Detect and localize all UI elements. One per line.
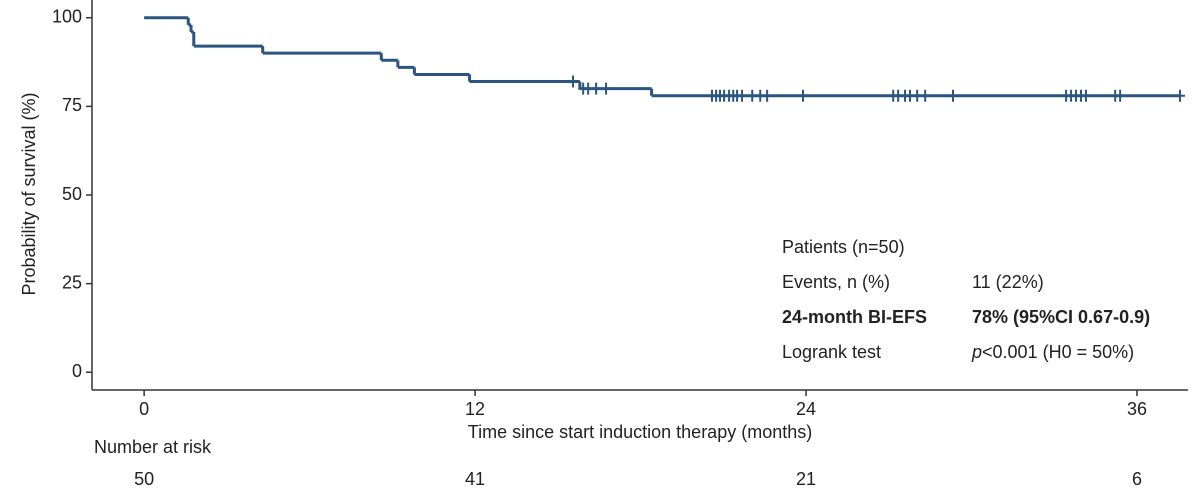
annotation-value-text: 78% (95%CI 0.67-0.9) — [972, 307, 1150, 327]
censor-mark — [737, 89, 748, 102]
censor-mark — [762, 89, 773, 102]
risk-count: 41 — [465, 469, 485, 489]
risk-table-title: Number at risk — [94, 437, 212, 457]
censor-mark — [920, 89, 931, 102]
censor-mark — [567, 75, 578, 88]
x-tick-label: 12 — [465, 399, 485, 419]
x-tick-label: 24 — [796, 399, 816, 419]
risk-count: 6 — [1132, 469, 1142, 489]
risk-count: 50 — [134, 469, 154, 489]
x-tick-label: 36 — [1127, 399, 1147, 419]
censor-mark — [1080, 89, 1091, 102]
annotation-value: p<0.001 (H0 = 50%) — [971, 342, 1134, 362]
censor-mark — [948, 89, 959, 102]
x-axis-title: Time since start induction therapy (mont… — [468, 422, 812, 442]
annotation-italic: p — [971, 342, 982, 362]
y-tick-label: 75 — [62, 95, 82, 115]
censor-mark — [601, 82, 612, 95]
y-tick-label: 0 — [72, 361, 82, 381]
censor-mark — [1115, 89, 1126, 102]
annotation-value-text: <0.001 (H0 = 50%) — [982, 342, 1134, 362]
risk-count: 21 — [796, 469, 816, 489]
censor-mark — [591, 82, 602, 95]
annotation-value: 78% (95%CI 0.67-0.9) — [972, 307, 1150, 327]
annotation-value: 11 (22%) — [972, 272, 1044, 292]
y-tick-label: 25 — [62, 272, 82, 292]
annotation-label: 24-month BI-EFS — [782, 307, 927, 327]
annotation-label: Events, n (%) — [782, 272, 890, 292]
y-axis-title: Probability of survival (%) — [19, 92, 39, 295]
censor-mark — [1175, 89, 1185, 102]
x-tick-label: 0 — [139, 399, 149, 419]
y-tick-label: 50 — [62, 184, 82, 204]
annotation-label: Logrank test — [782, 342, 881, 362]
annotation-value-text: 11 (22%) — [972, 272, 1044, 292]
censor-mark — [797, 89, 808, 102]
y-tick-label: 100 — [52, 6, 82, 26]
annotation-label: Patients (n=50) — [782, 237, 905, 257]
